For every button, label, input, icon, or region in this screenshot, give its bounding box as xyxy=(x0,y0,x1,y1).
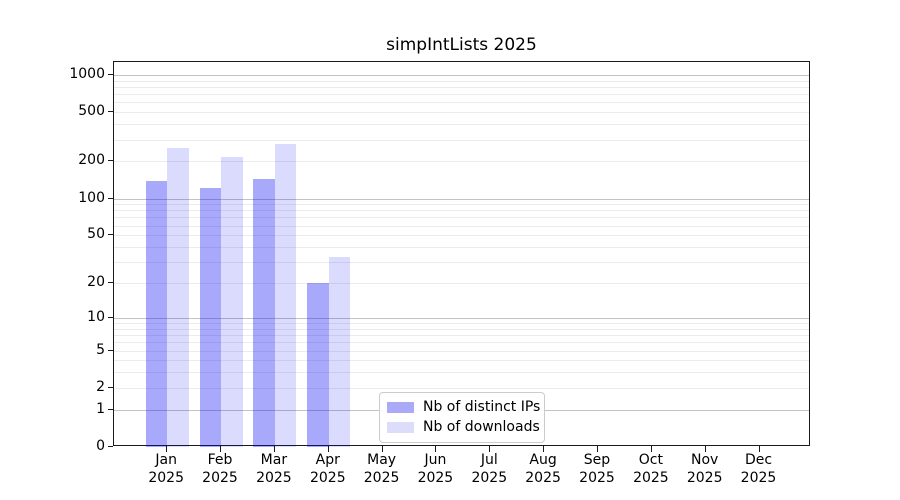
gridline-minor xyxy=(114,204,809,206)
x-tick-mark xyxy=(381,446,383,452)
x-tick-mark xyxy=(489,446,491,452)
y-tick-mark xyxy=(108,197,113,199)
gridline-minor xyxy=(114,342,809,344)
y-tick-label: 1 xyxy=(96,400,105,417)
y-tick-label: 0 xyxy=(96,438,105,454)
gridline-minor xyxy=(114,262,809,264)
bar-distinct-ips-jan xyxy=(145,180,168,447)
y-tick-label: 50 xyxy=(87,226,105,243)
legend-entry-downloads: Nb of downloads xyxy=(387,419,540,435)
gridline-minor xyxy=(114,372,809,374)
x-tick-label: Jul 2025 xyxy=(471,452,508,486)
bar-distinct-ips-apr xyxy=(307,283,329,447)
gridline-minor xyxy=(114,124,809,126)
legend-label-downloads: Nb of downloads xyxy=(423,419,540,435)
legend: Nb of distinct IPs Nb of downloads xyxy=(379,392,545,443)
gridline-minor xyxy=(114,360,809,362)
x-tick-label: Sep 2025 xyxy=(579,452,615,486)
y-tick-label: 1000 xyxy=(69,65,105,82)
y-tick-mark xyxy=(108,446,113,447)
gridline-major xyxy=(114,317,809,319)
chart-title: simpIntLists 2025 xyxy=(386,35,537,55)
y-tick-label: 2 xyxy=(96,378,105,395)
x-tick-mark xyxy=(597,446,598,452)
gridline-minor xyxy=(114,112,809,114)
gridline-minor xyxy=(114,235,809,237)
gridline-minor xyxy=(114,350,809,352)
y-tick-label: 500 xyxy=(78,103,105,120)
x-tick-label: Aug 2025 xyxy=(525,452,561,486)
y-tick-mark xyxy=(108,234,113,236)
legend-swatch-downloads xyxy=(387,421,414,433)
gridline-minor xyxy=(114,335,809,336)
y-tick-label: 10 xyxy=(87,308,105,325)
y-tick-label: 200 xyxy=(78,152,105,169)
bar-distinct-ips-feb xyxy=(199,187,222,447)
y-tick-mark xyxy=(108,408,113,410)
y-tick-mark xyxy=(108,349,113,351)
gridline-minor xyxy=(114,86,809,88)
y-tick-mark xyxy=(108,73,113,75)
legend-entry-distinct-ips: Nb of distinct IPs xyxy=(387,399,540,415)
bar-distinct-ips-mar xyxy=(253,179,275,447)
x-tick-label: May 2025 xyxy=(363,452,400,486)
x-tick-mark xyxy=(758,446,760,452)
x-tick-mark xyxy=(650,446,652,452)
y-tick-mark xyxy=(108,386,113,388)
x-tick-mark xyxy=(220,446,221,452)
x-tick-label: Jun 2025 xyxy=(417,452,454,486)
y-tick-label: 5 xyxy=(96,341,105,358)
x-tick-label: Mar 2025 xyxy=(256,452,292,486)
gridline-major xyxy=(114,74,809,76)
gridline-major xyxy=(114,198,809,200)
bar-downloads-feb xyxy=(221,157,243,447)
x-tick-label: Oct 2025 xyxy=(633,452,669,486)
x-tick-label: Apr 2025 xyxy=(309,452,346,486)
bar-downloads-jan xyxy=(167,148,189,447)
bar-downloads-apr xyxy=(328,257,351,447)
x-tick-mark xyxy=(704,446,706,452)
gridline-minor xyxy=(114,102,809,104)
plot-area xyxy=(113,61,810,447)
gridline-minor xyxy=(114,387,809,389)
x-tick-mark xyxy=(543,446,545,452)
gridline-minor xyxy=(114,161,809,163)
y-tick-mark xyxy=(108,160,113,162)
y-tick-label: 20 xyxy=(87,274,105,290)
x-tick-label: Jan 2025 xyxy=(148,452,184,486)
x-tick-mark xyxy=(435,446,437,452)
x-tick-mark xyxy=(273,446,275,452)
y-tick-mark xyxy=(108,111,113,113)
x-tick-mark xyxy=(327,446,329,452)
x-tick-label: Dec 2025 xyxy=(740,452,777,486)
gridline-minor xyxy=(114,80,809,82)
x-tick-mark xyxy=(166,446,168,452)
y-tick-mark xyxy=(108,316,113,318)
x-tick-label: Feb 2025 xyxy=(202,452,238,486)
y-tick-label: 100 xyxy=(78,189,105,206)
gridline-minor xyxy=(114,323,809,324)
gridline-minor xyxy=(114,217,809,219)
gridline-minor xyxy=(114,247,809,248)
gridline-minor xyxy=(114,225,809,227)
x-tick-label: Nov 2025 xyxy=(686,452,723,486)
legend-swatch-distinct-ips xyxy=(387,401,414,413)
y-tick-mark xyxy=(108,282,113,283)
gridline-minor xyxy=(114,328,809,330)
bar-downloads-mar xyxy=(274,143,297,447)
gridline-minor xyxy=(114,283,809,284)
gridline-minor xyxy=(114,94,809,96)
gridline-minor xyxy=(114,139,809,141)
legend-label-distinct-ips: Nb of distinct IPs xyxy=(423,399,541,415)
gridline-minor xyxy=(114,210,809,212)
